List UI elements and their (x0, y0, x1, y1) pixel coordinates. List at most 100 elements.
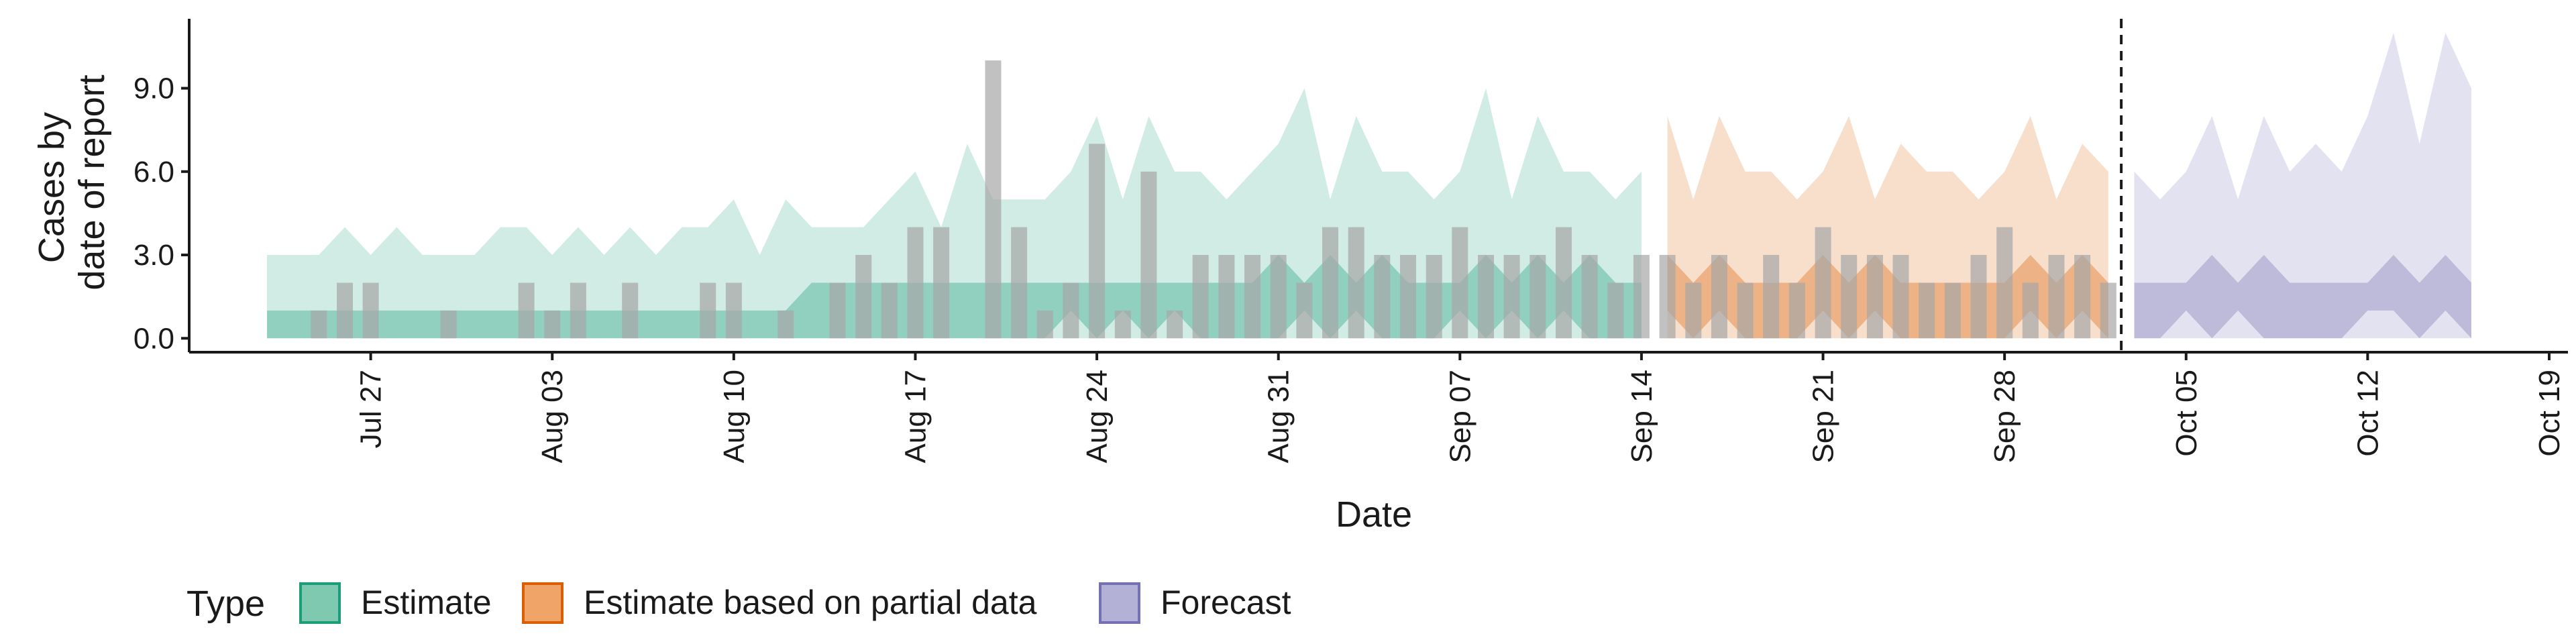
x-tick-label: Sep 21 (1807, 370, 1840, 463)
reported-cases-bar (1244, 255, 1260, 339)
reported-cases-bar (1841, 255, 1858, 339)
legend-item: Estimate (299, 582, 492, 624)
reported-cases-bar (933, 227, 950, 339)
reported-cases-bar (1633, 255, 1650, 339)
reported-cases-bar (2074, 255, 2091, 339)
x-tick-label: Aug 17 (899, 370, 932, 463)
reported-cases-bar (1114, 310, 1131, 339)
reported-cases-bar (881, 282, 898, 339)
reported-cases-bar (1167, 310, 1183, 339)
reported-cases-bar (1944, 282, 1961, 339)
reported-cases-bar (2022, 282, 2039, 339)
x-tick-label: Oct 05 (2170, 370, 2203, 457)
reported-cases-bar (1011, 227, 1028, 339)
x-tick-label: Aug 31 (1263, 370, 1295, 463)
x-tick-label: Oct 12 (2351, 370, 2384, 457)
x-axis-title: Date (1336, 494, 1412, 535)
reported-cases-bar (1996, 227, 2013, 339)
reported-cases-bar (725, 282, 742, 339)
reported-cases-bar (1322, 227, 1338, 339)
reported-cases-bar (777, 310, 794, 339)
legend-item: Estimate based on partial data (522, 582, 1037, 624)
reported-cases-bar (1063, 282, 1079, 339)
reported-cases-bar (1089, 144, 1106, 339)
reported-cases-bar (1788, 282, 1805, 339)
x-tick-label: Sep 28 (1988, 370, 2021, 463)
uncertainty-bands (267, 32, 2471, 339)
reported-cases-bar (1659, 255, 1676, 339)
band-90-2 (2134, 32, 2471, 339)
reported-cases-bar (1478, 255, 1494, 339)
x-tick-label: Oct 19 (2533, 370, 2566, 457)
y-tick-label: 3.0 (133, 239, 174, 272)
reported-cases-bar (518, 282, 535, 339)
reported-cases-bar (1866, 255, 1883, 339)
legend-label: Forecast (1161, 584, 1291, 621)
reported-cases-bar (1581, 255, 1598, 339)
reported-cases-bar (1763, 255, 1780, 339)
y-axis-title-line-2: date of report (72, 74, 112, 290)
legend-key (522, 582, 564, 624)
y-tick-label: 6.0 (133, 156, 174, 189)
reported-cases-bar (1892, 255, 1909, 339)
y-axis-ticks: 0.0 3.0 6.0 9.0 (133, 72, 189, 355)
legend-label: Estimate (361, 584, 492, 621)
x-tick-label: Aug 24 (1081, 370, 1114, 463)
reported-cases-bar (1140, 171, 1157, 339)
reported-cases-bar (1426, 255, 1442, 339)
reported-cases-bar (544, 310, 561, 339)
y-tick-label: 9.0 (133, 72, 174, 105)
reported-cases-bar (1400, 255, 1416, 339)
reported-cases-bar (1270, 255, 1287, 339)
x-tick-label: Aug 03 (536, 370, 569, 463)
reported-cases-bar (1970, 255, 1987, 339)
legend-key (1099, 582, 1140, 624)
reported-cases-bar (829, 282, 846, 339)
legend-items: Estimate Estimate based on partial data Fo… (299, 582, 1291, 624)
reported-cases-bar (700, 282, 716, 339)
reported-cases-bar (311, 310, 327, 339)
reported-cases-bar (1218, 255, 1235, 339)
legend-label: Estimate based on partial data (584, 584, 1037, 621)
x-tick-label: Jul 27 (355, 370, 388, 448)
x-axis-ticks: Jul 27 Aug 03 Aug 10 Aug 17 Aug 24 Aug 31 Sep … (355, 352, 2566, 463)
reported-cases-bar (855, 255, 872, 339)
x-tick-label: Aug 10 (718, 370, 751, 463)
reported-cases-bar (907, 227, 924, 339)
reported-cases-bar (1685, 282, 1702, 339)
reported-cases-bar (622, 282, 639, 339)
reported-cases-bar (1919, 282, 1935, 339)
reported-cases-bars (311, 60, 2116, 339)
reported-cases-bar (1192, 255, 1209, 339)
legend-item: Forecast (1099, 582, 1291, 624)
x-tick-label: Sep 14 (1625, 370, 1658, 463)
reported-cases-bar (337, 282, 353, 339)
reported-cases-bar (1296, 282, 1313, 339)
reported-cases-bar (1503, 255, 1520, 339)
y-axis-title: Cases by date of report (32, 74, 112, 290)
reported-cases-bar (1556, 227, 1572, 339)
reported-cases-bar (1815, 227, 1831, 339)
reported-cases-bar (985, 60, 1002, 339)
y-axis-title-line-1: Cases by (32, 112, 72, 263)
reported-cases-bar (1374, 255, 1391, 339)
reported-cases-bar (1711, 255, 1727, 339)
reported-cases-bar (570, 282, 586, 339)
legend-key (299, 582, 341, 624)
reported-cases-bar (1348, 227, 1364, 339)
reported-cases-bar (2048, 255, 2065, 339)
reported-cases-bar (1036, 310, 1053, 339)
reported-cases-bar (1452, 227, 1468, 339)
x-tick-label: Sep 07 (1444, 370, 1477, 463)
y-tick-label: 0.0 (133, 322, 174, 355)
reported-cases-bar (2100, 282, 2116, 339)
band-90-0 (267, 88, 1642, 339)
reported-cases-bar (362, 282, 379, 339)
reported-cases-bar (1607, 282, 1624, 339)
legend-title: Type (186, 584, 265, 624)
legend: Type Estimate Estimate based on partial d… (186, 582, 1291, 624)
band-50-2 (2134, 255, 2471, 339)
reported-cases-bar (440, 310, 457, 339)
reported-cases-bar (1737, 282, 1754, 339)
